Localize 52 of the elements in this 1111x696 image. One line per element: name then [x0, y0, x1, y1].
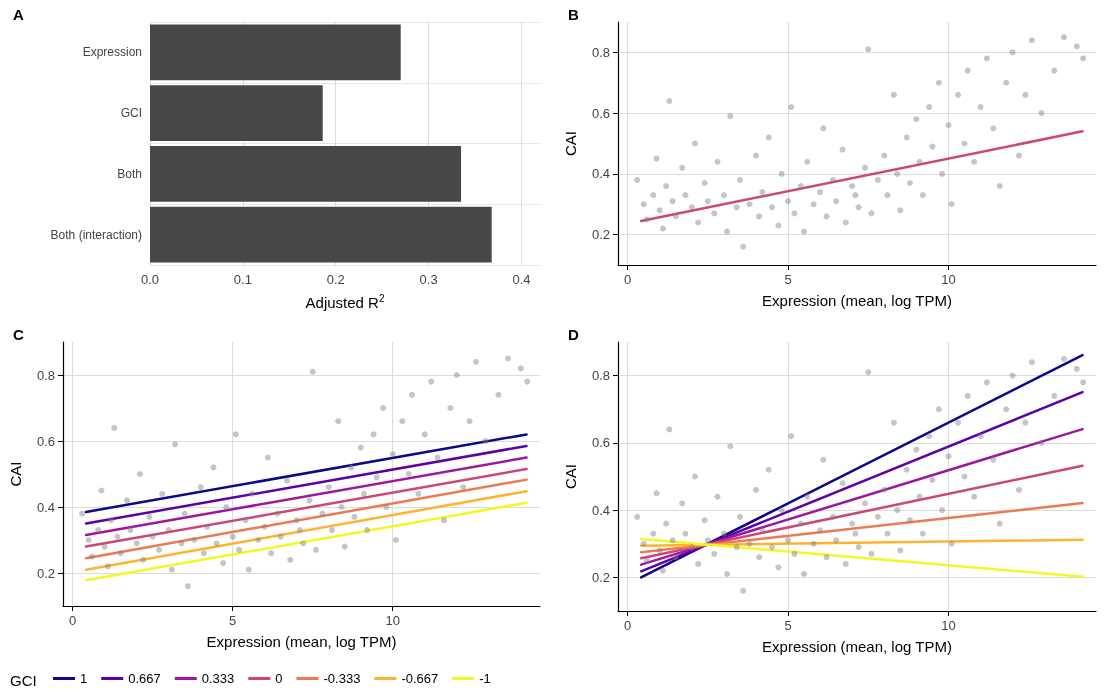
bar	[150, 24, 401, 81]
x-axis-title: Expression (mean, log TPM)	[762, 292, 952, 309]
y-tick-label: 0.6	[591, 105, 610, 121]
y-tick-label: 0.4	[591, 502, 610, 518]
y-tick-label: 0.2	[591, 569, 610, 585]
y-tick-label: 0.8	[591, 368, 610, 384]
y-axis-title: CAI	[562, 463, 579, 490]
legend-label: -1	[479, 671, 491, 686]
legend-label: 0	[275, 671, 283, 686]
bar	[150, 85, 323, 142]
y-axis-title: CAI	[7, 461, 24, 487]
legend-label: 1	[80, 671, 88, 686]
y-tick-label: 0.6	[36, 433, 55, 449]
x-tick-label: 0	[624, 272, 632, 287]
legend-title: GCI	[10, 672, 37, 689]
y-tick-label: 0.2	[591, 227, 610, 243]
chart-title: B	[568, 6, 579, 23]
x-tick-label: 10	[385, 613, 400, 628]
x-tick-label: 0	[624, 618, 632, 633]
x-tick-label: 0.3	[419, 272, 438, 287]
y-tick-label: 0.2	[36, 565, 55, 581]
x-tick-label: 5	[784, 618, 792, 633]
y-tick-label: 0.4	[36, 499, 55, 515]
y-tick-label: 0.4	[591, 166, 610, 182]
y-tick-label: Expression	[82, 45, 142, 60]
x-tick-label: 0.1	[233, 272, 252, 287]
x-axis-title: Expression (mean, log TPM)	[762, 638, 952, 655]
x-tick-label: 5	[229, 613, 237, 628]
text: A	[13, 6, 24, 23]
x-axis-title: Expression (mean, log TPM)	[206, 633, 397, 650]
y-tick-label: Both (interaction)	[50, 227, 142, 242]
bar	[150, 145, 462, 202]
chart-title: D	[568, 326, 579, 343]
legend-label: -0.333	[323, 671, 361, 686]
legend-label: -0.667	[401, 671, 439, 686]
x-tick-label: 0.0	[140, 272, 160, 287]
x-tick-label: 0.2	[326, 272, 345, 287]
chart-title: C	[13, 326, 24, 343]
x-tick-label: 10	[941, 618, 956, 633]
x-tick-label: 10	[941, 272, 956, 287]
y-tick-label: GCI	[120, 106, 142, 121]
y-tick-label: 0.8	[36, 367, 55, 383]
x-tick-label: 5	[784, 272, 792, 287]
bar	[150, 206, 492, 263]
legend-label: 0.667	[128, 671, 161, 686]
y-tick-label: 0.8	[591, 44, 610, 60]
y-axis-title: CAI	[562, 130, 579, 157]
x-tick-label: 0.4	[512, 272, 531, 287]
y-tick-label: 0.6	[591, 435, 610, 451]
y-tick-label: Both	[117, 166, 142, 181]
x-tick-label: 0	[68, 613, 77, 628]
legend-label: 0.333	[201, 671, 235, 686]
